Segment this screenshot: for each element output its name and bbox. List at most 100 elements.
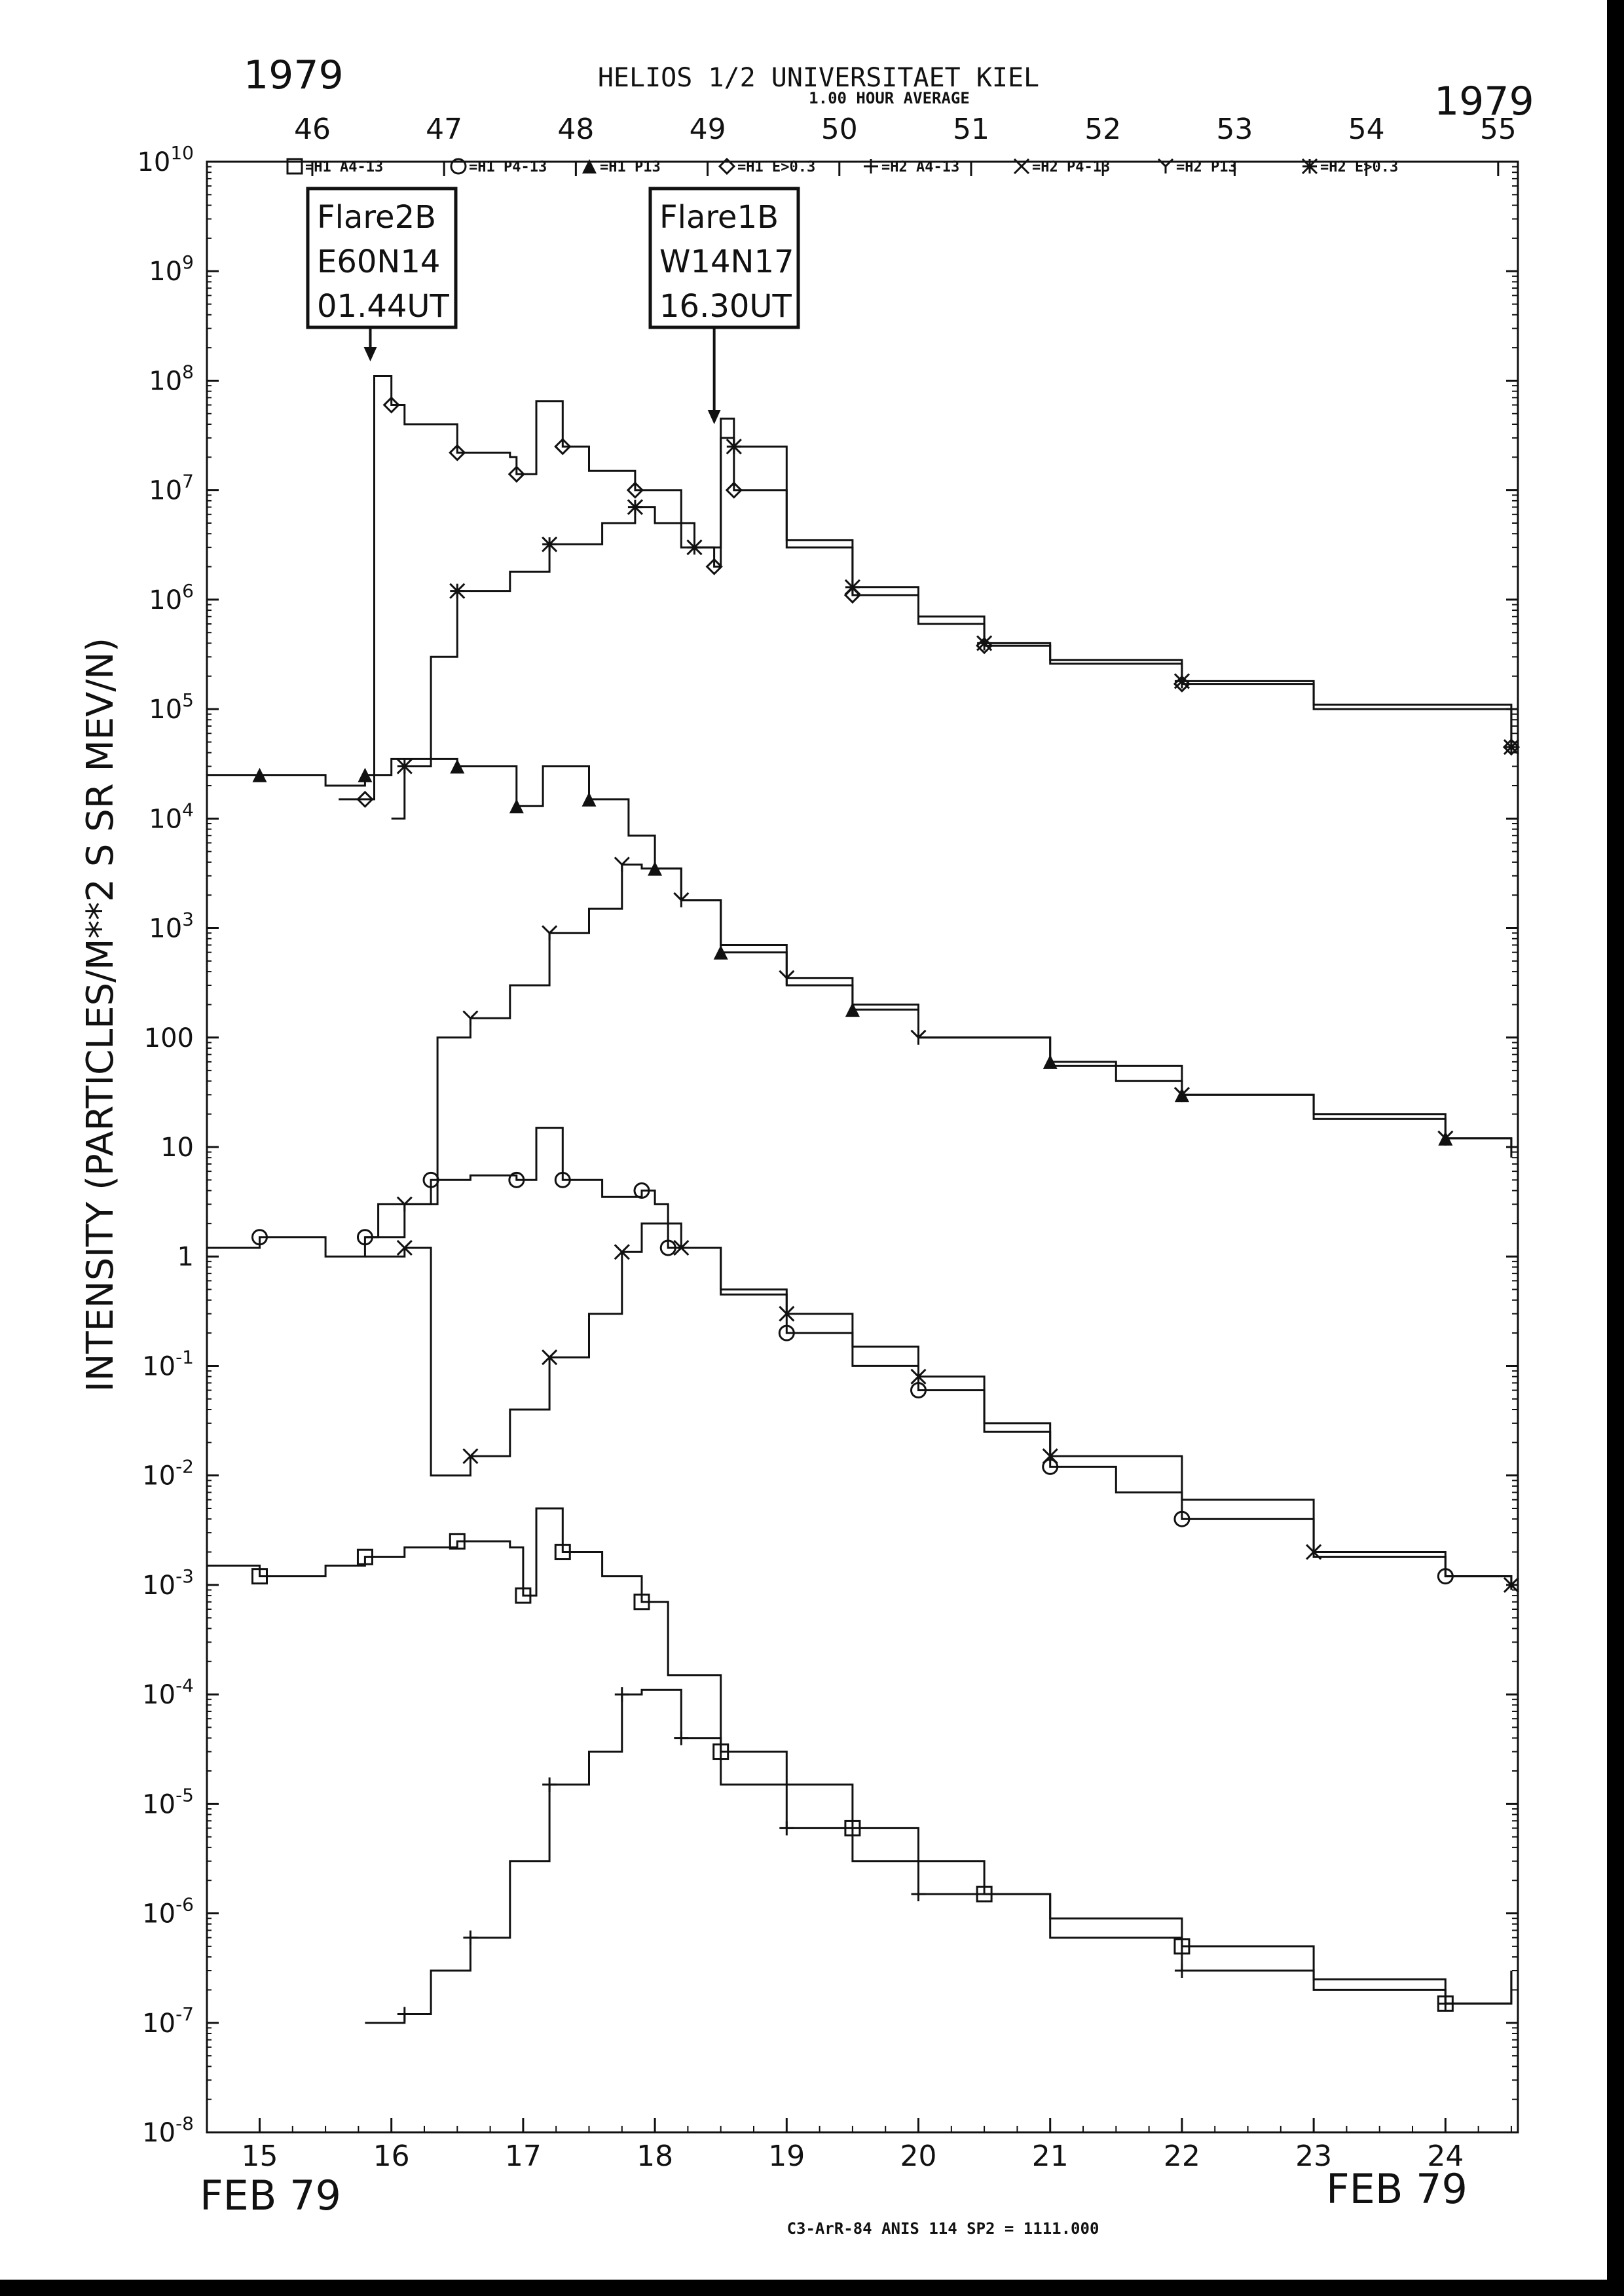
y-tick-label-exponent: -1: [175, 1346, 194, 1368]
y-tick-label: 10-7: [142, 2003, 194, 2039]
series-diamond: [339, 375, 1521, 809]
y-tick-label: 100: [144, 1023, 194, 1053]
data-point: [845, 1002, 860, 1017]
legend-label: =H1 E>0.3: [737, 159, 815, 175]
y-tick-label: 106: [149, 580, 194, 615]
data-point: [356, 1229, 373, 1246]
data-point: [726, 439, 742, 455]
marker-y-b: [470, 1010, 479, 1019]
data-point: [462, 1448, 479, 1465]
marker-y-b: [1164, 158, 1174, 168]
marker-square: [356, 1548, 373, 1565]
flare-box-line: W14N17: [659, 244, 794, 280]
legend-item: =H1 P4-13: [450, 158, 547, 175]
top-x-tick-label: 53: [1216, 113, 1253, 146]
top-x-tick-label: 50: [821, 113, 858, 146]
marker-y-a: [542, 925, 551, 934]
data-point: [910, 1368, 927, 1385]
marker-y-b: [680, 892, 690, 901]
series-plus: [365, 1687, 1513, 2024]
legend-item: =H2 E>0.3: [1301, 158, 1398, 175]
data-point: [1438, 1996, 1453, 2011]
y-tick-label-exponent: -7: [175, 2003, 194, 2025]
data-point: [1042, 1448, 1058, 1465]
marker-circle: [450, 158, 467, 175]
y-tick-label: 105: [149, 689, 194, 725]
series-line: [207, 1127, 1513, 1590]
data-point: [1437, 1130, 1454, 1146]
y-tick-label-base: 10: [149, 914, 182, 944]
data-point: [542, 1349, 558, 1366]
data-point: [1173, 1510, 1190, 1527]
scan-border-right: [1607, 0, 1624, 2296]
data-point: [779, 970, 795, 985]
marker-triangle: [252, 767, 267, 782]
data-point: [462, 1010, 479, 1026]
marker-cross-b: [1503, 1576, 1520, 1593]
series-line: [365, 1688, 1513, 2024]
data-point: [251, 1229, 268, 1246]
marker-circle: [356, 1229, 373, 1246]
y-tick-label: 10-3: [142, 1565, 194, 1601]
flare-box-frame: [306, 187, 458, 329]
x-tick-label: 16: [373, 2140, 410, 2173]
legend-label: =H2 P13: [1176, 159, 1237, 175]
data-point: [450, 759, 465, 774]
data-point: [779, 1821, 794, 1836]
x-tick-label: 24: [1427, 2140, 1464, 2173]
data-point: [251, 1568, 268, 1585]
y-tick-label-exponent: -4: [175, 1675, 194, 1696]
axes: 101010910810710610510410310010110-110-21…: [137, 113, 1519, 2173]
marker-diamond: [507, 465, 525, 483]
legend-marker: [864, 159, 878, 173]
data-point: [396, 758, 413, 774]
y-tick-label-base: 10: [149, 585, 182, 615]
x-tick-label: 23: [1295, 2140, 1332, 2173]
x-tick-label: 22: [1164, 2140, 1200, 2173]
marker-circle: [554, 1171, 571, 1188]
series-star: [391, 437, 1520, 820]
legend-marker: [1157, 158, 1174, 173]
y-tick-label-base: 10: [142, 1461, 175, 1491]
marker-triangle: [713, 945, 728, 960]
scan-border-bottom: [0, 2280, 1624, 2296]
y-tick-label-exponent: 9: [182, 251, 194, 273]
chart-title: HELIOS 1/2 UNIVERSITAET KIEL: [598, 63, 1039, 93]
data-point: [1173, 1087, 1190, 1102]
marker-cross-b: [462, 1448, 479, 1465]
y-tick-label: 103: [149, 909, 194, 944]
legend-marker: [1301, 158, 1318, 175]
marker-cross-b: [910, 1368, 927, 1385]
marker-y-b: [917, 1029, 927, 1038]
data-point: [1503, 1576, 1520, 1593]
legend: =H1 A4-13 =H1 P4-13 =H1 P13 =H1 E>0.3 =H2 A4…: [286, 157, 1398, 175]
y-tick-label-exponent: -6: [175, 1894, 194, 1916]
data-point: [449, 1533, 466, 1550]
y-tick-label-base: 10: [149, 695, 182, 725]
data-point: [673, 892, 690, 907]
data-point: [910, 1382, 927, 1399]
data-point: [1306, 1544, 1322, 1560]
marker-diamond: [449, 444, 466, 462]
x-tick-label: 21: [1032, 2140, 1069, 2173]
data-point: [463, 1930, 478, 1945]
data-point: [614, 1687, 629, 1702]
flare-box-line: Flare1B: [659, 199, 779, 236]
marker-triangle: [358, 767, 373, 782]
flare-box-line: 16.30UT: [659, 288, 792, 325]
data-point: [508, 1171, 525, 1188]
legend-label: =H2 E>0.3: [1320, 159, 1398, 175]
data-point: [397, 2007, 412, 2022]
data-point: [626, 481, 644, 499]
data-point: [659, 1239, 676, 1256]
data-point: [705, 558, 723, 575]
y-tick-label: 10-6: [142, 1894, 194, 1929]
x-tick-label: 15: [241, 2140, 278, 2173]
x-tick-label: 18: [637, 2140, 673, 2173]
marker-square: [633, 1594, 650, 1611]
marker-diamond: [382, 396, 400, 414]
y-tick-label-base: 1: [177, 1242, 194, 1272]
y-tick-label-exponent: 3: [182, 909, 194, 930]
marker-diamond: [626, 481, 644, 499]
top-x-tick-label: 46: [294, 113, 331, 146]
